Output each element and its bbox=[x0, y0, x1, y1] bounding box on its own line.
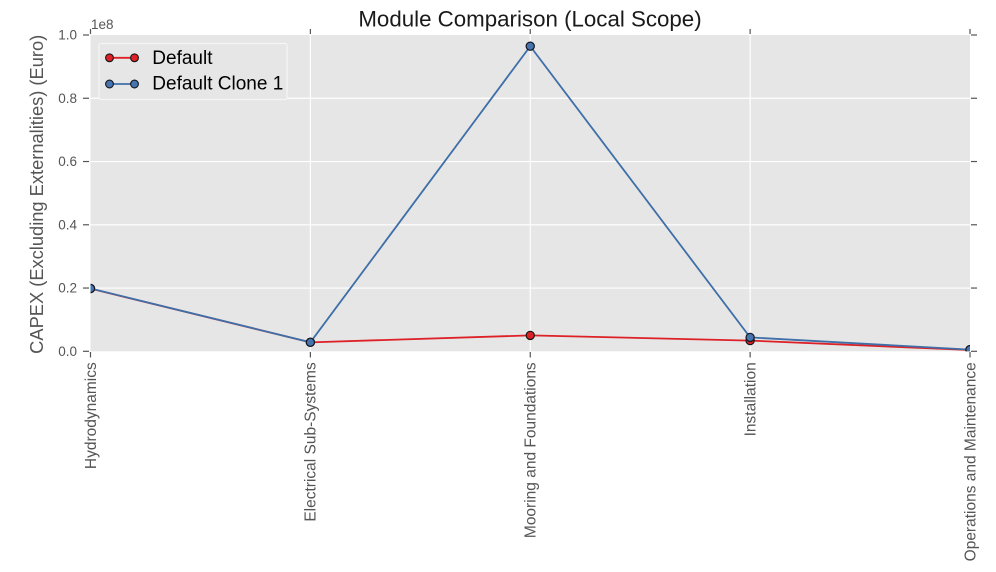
svg-text:0.2: 0.2 bbox=[58, 281, 77, 296]
svg-text:Module Comparison (Local Scope: Module Comparison (Local Scope) bbox=[358, 6, 701, 31]
svg-text:0.0: 0.0 bbox=[58, 344, 77, 359]
svg-text:1e8: 1e8 bbox=[91, 17, 114, 32]
svg-text:Electrical Sub-Systems: Electrical Sub-Systems bbox=[303, 362, 320, 522]
svg-text:0.4: 0.4 bbox=[58, 217, 77, 232]
svg-text:CAPEX (Excluding Externalities: CAPEX (Excluding Externalities) (Euro) bbox=[26, 35, 47, 354]
svg-text:0.6: 0.6 bbox=[58, 154, 77, 169]
svg-text:0.8: 0.8 bbox=[58, 91, 77, 106]
svg-text:Installation: Installation bbox=[742, 362, 759, 436]
svg-text:Mooring and Foundations: Mooring and Foundations bbox=[523, 362, 540, 538]
svg-text:Hydrodynamics: Hydrodynamics bbox=[83, 362, 100, 469]
svg-text:Default Clone 1: Default Clone 1 bbox=[152, 73, 283, 94]
svg-text:Default: Default bbox=[152, 48, 213, 69]
svg-text:1.0: 1.0 bbox=[58, 28, 77, 43]
svg-text:Operations and Maintenance: Operations and Maintenance bbox=[962, 362, 979, 561]
